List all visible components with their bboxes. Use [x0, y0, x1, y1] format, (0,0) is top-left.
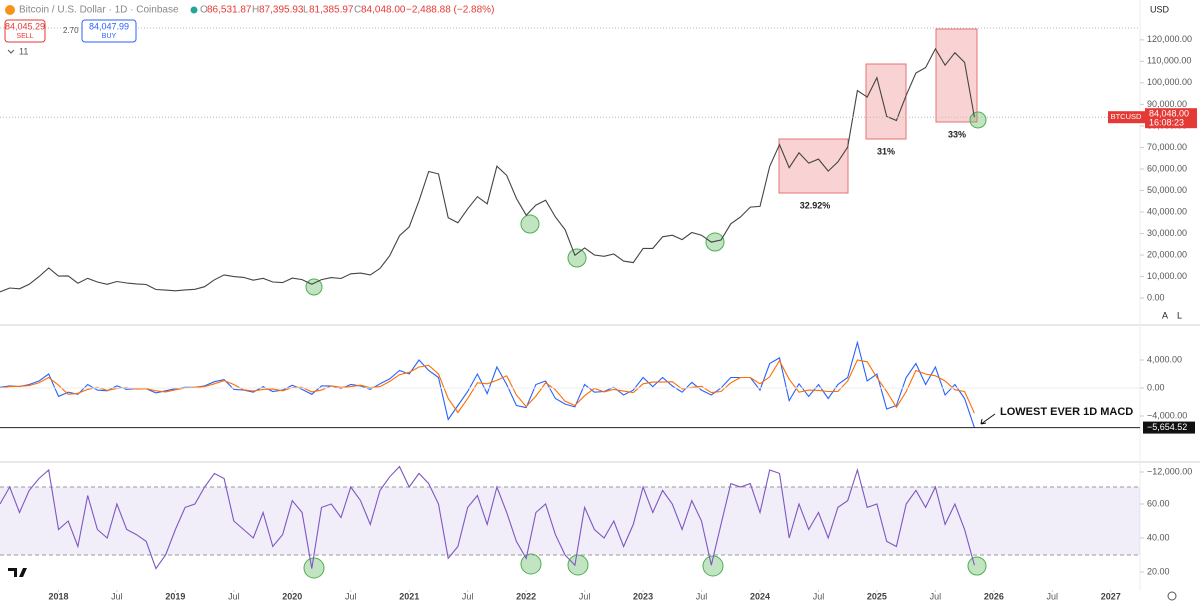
highlight-circle	[520, 214, 540, 234]
scale-button[interactable]: A	[1162, 310, 1168, 320]
y-tick-label: 100,000.00	[1147, 77, 1192, 87]
scale-button[interactable]: L	[1177, 310, 1182, 320]
y-tick-label: −4,000.00	[1147, 410, 1187, 420]
symbol-title: Bitcoin / U.S. Dollar · 1D · Coinbase	[19, 5, 179, 16]
y-tick-label: 60,000.00	[1147, 163, 1187, 173]
range-box	[865, 63, 907, 140]
symbol-tag-label: BTCUSD	[1111, 112, 1142, 121]
ohlc-key: L	[303, 5, 309, 16]
x-tick-label: Jul	[111, 591, 123, 601]
ohlc-value: 87,395.93	[259, 5, 304, 16]
box-label: 33%	[948, 129, 966, 139]
x-tick-label: Jul	[930, 591, 942, 601]
x-tick-label: Jul	[579, 591, 591, 601]
annotation-arrow	[980, 413, 996, 425]
macd-tag-label: −5,654.52	[1147, 422, 1187, 432]
box-label: 32.92%	[800, 200, 831, 210]
ohlc-key: O	[200, 5, 208, 16]
sell-button[interactable]: 84,045.29 SELL	[4, 19, 46, 43]
y-tick-label: 0.00	[1147, 382, 1165, 392]
y-tick-label: 30,000.00	[1147, 228, 1187, 238]
y-tick-label: −12,000.00	[1147, 466, 1192, 476]
ohlc: O 86,531.87 H 87,395.93 L 81,385.97 C 84…	[200, 5, 494, 16]
x-tick-label: 2021	[399, 591, 419, 601]
ohlc-value: 86,531.87	[207, 5, 252, 16]
y-tick-label: 120,000.00	[1147, 34, 1192, 44]
y-tick-label: 110,000.00	[1147, 56, 1191, 66]
x-tick-label: 2023	[633, 591, 653, 601]
sell-label[interactable]: SELL	[16, 33, 33, 40]
y-tick-label: 60.00	[1147, 498, 1170, 508]
y-tick-label: 40.00	[1147, 532, 1170, 542]
y-tick-label: 20.00	[1147, 566, 1170, 576]
price-tag-label: 84,048.00	[1149, 109, 1189, 119]
x-tick-label: Jul	[462, 591, 474, 601]
x-tick-label: Jul	[813, 591, 825, 601]
settings-icon[interactable]	[1167, 591, 1177, 601]
x-tick-label: Jul	[696, 591, 708, 601]
macd-tag	[1143, 421, 1195, 434]
y-tick-label: 90,000.00	[1147, 99, 1187, 109]
ohlc-value: 81,385.97	[309, 5, 354, 16]
y-tick-label: 50,000.00	[1147, 185, 1187, 195]
range-box	[935, 28, 978, 123]
sell-box[interactable]	[4, 19, 46, 43]
buy-box[interactable]	[81, 19, 137, 43]
y-tick-label: 40,000.00	[1147, 206, 1187, 216]
y-tick-label: 0.00	[1147, 292, 1165, 302]
x-tick-label: Jul	[1047, 591, 1059, 601]
logo-shape	[8, 568, 27, 577]
buy-price[interactable]: 84,047.99	[89, 21, 129, 31]
range-box	[778, 138, 849, 194]
highlight-circle	[567, 554, 589, 576]
highlight-circle	[967, 556, 987, 576]
x-tick-label: 2018	[48, 591, 68, 601]
y-tick-label: 20,000.00	[1147, 249, 1187, 259]
series-line	[0, 465, 975, 570]
rsi-band	[0, 486, 1140, 555]
coin-icon	[5, 5, 15, 15]
y-tick-label: 70,000.00	[1147, 142, 1187, 152]
collapse-chevron[interactable]	[7, 49, 15, 54]
highlight-circle	[303, 557, 325, 579]
price-tag	[1145, 108, 1197, 129]
macd-annotation: LOWEST EVER 1D MACD	[1000, 406, 1133, 418]
countdown: 16:08:23	[1149, 118, 1184, 128]
symbol-tag	[1108, 111, 1145, 124]
x-tick-label: Jul	[228, 591, 240, 601]
series-line	[0, 47, 975, 293]
ohlc-key: H	[252, 5, 259, 16]
sell-price[interactable]: 84,045.29	[5, 21, 45, 31]
ohlc-key: C	[354, 5, 361, 16]
highlight-circle	[567, 248, 587, 268]
x-tick-label: 2020	[282, 591, 302, 601]
highlight-circle	[520, 553, 542, 575]
indicator-count[interactable]: 11	[19, 46, 28, 56]
x-tick-label: 2027	[1101, 591, 1121, 601]
currency[interactable]: USD	[1150, 4, 1170, 14]
x-tick-label: 2022	[516, 591, 536, 601]
highlight-circle	[969, 111, 987, 129]
buy-label[interactable]: BUY	[102, 33, 117, 40]
y-tick-label: 10,000.00	[1147, 271, 1187, 281]
y-tick-label: 4,000.00	[1147, 354, 1182, 364]
x-tick-label: 2019	[165, 591, 185, 601]
spread: 2.70	[63, 26, 79, 35]
x-tick-label: 2025	[867, 591, 887, 601]
highlight-circle	[305, 278, 323, 296]
series-line	[0, 359, 975, 414]
box-label: 31%	[877, 146, 895, 156]
buy-button[interactable]: 84,047.99 BUY	[81, 19, 137, 43]
change: −2,488.88 (−2.88%)	[406, 5, 494, 16]
x-tick-label: 2024	[750, 591, 770, 601]
highlight-circle	[705, 232, 725, 252]
x-tick-label: 2026	[984, 591, 1004, 601]
tv-logo	[8, 568, 27, 577]
x-tick-label: Jul	[345, 591, 357, 601]
status-dot	[190, 6, 198, 14]
ohlc-value: 84,048.00	[361, 5, 406, 16]
